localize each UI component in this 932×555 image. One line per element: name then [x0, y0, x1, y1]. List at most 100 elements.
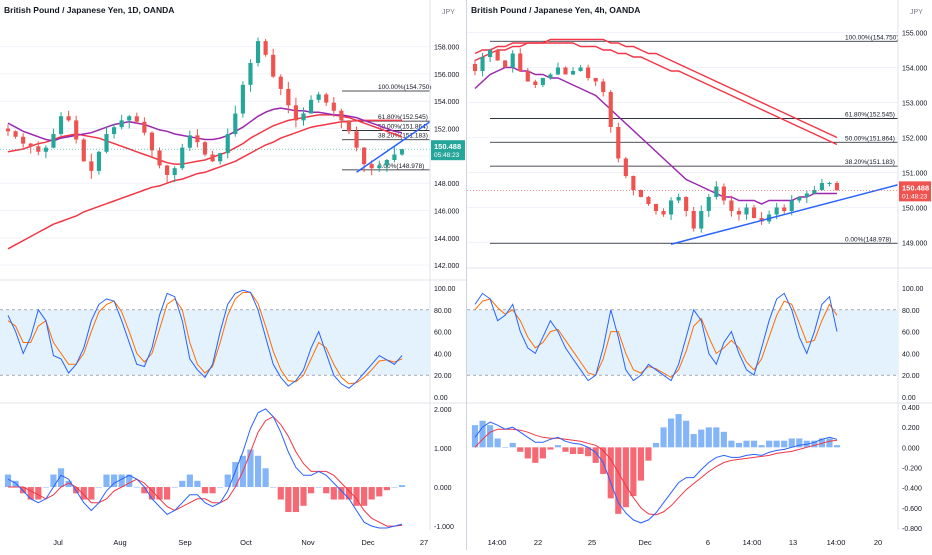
macd-signal-line — [474, 428, 838, 516]
candle-body — [578, 67, 583, 71]
macd-histogram-bar — [735, 442, 743, 448]
macd-histogram-bar — [652, 442, 660, 448]
candle-body — [362, 147, 367, 165]
macd-histogram-bar — [660, 427, 667, 448]
macd-histogram-bar — [781, 440, 788, 448]
candle-body — [548, 74, 553, 78]
macd-histogram-bar — [254, 455, 262, 488]
currency-unit: JPY — [442, 9, 455, 16]
time-axis-label: 13 — [789, 538, 797, 547]
candle-body — [142, 121, 147, 133]
time-axis-label: 6 — [706, 538, 710, 547]
candle-body — [563, 67, 568, 75]
chart-title: British Pound / Japanese Yen, 1D, OANDA — [4, 5, 174, 15]
macd-histogram-bar — [171, 487, 178, 488]
stochastic-tick-label: 80.00 — [902, 308, 920, 315]
candle-body — [278, 76, 283, 89]
macd-histogram-bar — [539, 447, 546, 459]
macd-histogram-bar — [80, 487, 87, 500]
candle-body — [354, 131, 359, 148]
candle-body — [729, 200, 734, 211]
price-tick-label: 144.000 — [434, 236, 459, 243]
daily-chart-pane[interactable]: British Pound / Japanese Yen, 1D, OANDA J… — [0, 0, 466, 547]
macd-tick-label: -0.200 — [902, 466, 922, 473]
candle-body — [503, 60, 508, 68]
time-axis-label: Aug — [113, 538, 126, 547]
fib-level-label: 0.00%(148.978) — [378, 163, 424, 170]
macd-histogram-bar — [502, 447, 509, 448]
macd-histogram-bar — [811, 440, 818, 448]
candle-body — [248, 62, 253, 85]
candle-body — [66, 116, 71, 121]
candle-body — [510, 53, 515, 68]
time-axis-label: 25 — [588, 538, 596, 547]
candle-body — [331, 102, 336, 111]
candle-body — [812, 190, 817, 194]
macd-histogram-bar — [323, 487, 330, 494]
stochastic-tick-label: 0.00 — [902, 395, 916, 402]
macd-histogram-bar — [743, 440, 750, 448]
candle-body — [646, 197, 651, 204]
macd-histogram-bar — [361, 487, 368, 506]
macd-histogram-bar — [156, 487, 163, 500]
macd-histogram-bar — [471, 425, 479, 448]
macd-histogram-bar — [103, 474, 110, 488]
candle-body — [586, 67, 591, 78]
price-tick-label: 146.000 — [434, 209, 459, 216]
candle-body — [797, 197, 802, 201]
macd-histogram-bar — [232, 462, 239, 488]
candle-body — [525, 71, 530, 82]
macd-tick-label: 0.400 — [902, 405, 920, 412]
stochastic-d-line — [474, 298, 838, 379]
macd-histogram-bar — [592, 447, 599, 463]
time-axis-label: 20 — [874, 538, 882, 547]
macd-histogram-bar — [713, 427, 720, 448]
macd-histogram-bar — [826, 438, 833, 448]
candle-body — [540, 78, 545, 85]
macd-histogram-bar — [668, 418, 675, 448]
macd-histogram-bar — [569, 447, 577, 454]
candle-body — [495, 50, 500, 61]
fib-level-label: 61.80%(152.545) — [845, 111, 895, 118]
price-tick-label: 155.000 — [902, 31, 927, 38]
macd-histogram-bar — [607, 447, 614, 499]
chart-title: British Pound / Japanese Yen, 4h, OANDA — [471, 5, 640, 15]
candle-body — [13, 131, 18, 137]
candle-body — [472, 64, 478, 71]
time-axis-label: 22 — [534, 538, 542, 547]
four-hour-chart-pane[interactable]: British Pound / Japanese Yen, 4h, OANDA J… — [467, 0, 932, 547]
candle-body — [36, 146, 41, 152]
candle-body — [263, 41, 268, 55]
fib-level-label: 38.20%(151.183) — [845, 159, 895, 166]
candle-body — [533, 81, 538, 85]
price-tick-label: 152.000 — [902, 136, 927, 143]
macd-histogram-bar — [12, 480, 19, 488]
candle-body — [81, 139, 86, 162]
price-label-value: 150.488 — [902, 183, 929, 192]
price-label-value: 150.488 — [434, 142, 461, 151]
candle-body — [111, 127, 117, 135]
macd-histogram-bar — [773, 440, 780, 448]
macd-histogram-bar — [217, 487, 224, 488]
macd-histogram-bar — [126, 474, 133, 488]
time-axis-label: Sep — [178, 538, 191, 547]
macd-histogram-bar — [728, 440, 735, 448]
moving-average-red-line — [474, 38, 838, 139]
macd-histogram-bar — [383, 487, 390, 491]
macd-histogram-bar — [65, 480, 72, 488]
macd-histogram-bar — [487, 425, 494, 448]
macd-histogram-bar — [622, 447, 629, 508]
price-tick-label: 142.000 — [434, 263, 459, 270]
candle-body — [518, 53, 523, 71]
candle-body — [210, 154, 215, 162]
macd-histogram-bar — [524, 447, 531, 459]
candle-body — [736, 211, 742, 215]
candle-body — [157, 150, 162, 166]
candle-body — [21, 136, 26, 144]
macd-histogram-bar — [133, 487, 140, 488]
candle-body — [744, 207, 749, 215]
stochastic-k-line — [7, 289, 403, 389]
candle-body — [834, 183, 840, 191]
macd-histogram-bar — [50, 474, 57, 488]
